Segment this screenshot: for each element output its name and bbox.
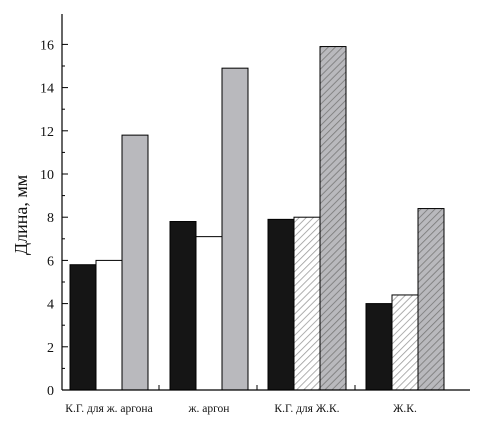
- bar-4-series-3: [417, 208, 445, 391]
- bar-4-series-2: [391, 294, 419, 391]
- bar-2-series-1: [169, 221, 197, 391]
- bar-1-series-1: [69, 264, 97, 391]
- y-tick-label: 0: [47, 384, 54, 399]
- y-tick-label: 8: [47, 211, 54, 226]
- x-category-label: К.Г. для Ж.К.: [274, 403, 339, 415]
- bar-1-series-3: [121, 134, 149, 391]
- bar-4-series-1: [365, 303, 393, 391]
- y-tick-label: 12: [40, 125, 54, 140]
- bar-1-series-2: [95, 259, 123, 391]
- x-category-label: ж. аргон: [188, 403, 230, 415]
- y-tick-label: 2: [47, 341, 54, 356]
- bar-3-series-1: [267, 218, 295, 391]
- y-tick-label: 6: [47, 254, 54, 269]
- y-tick-label: 16: [40, 38, 54, 53]
- bar-2-series-2: [195, 236, 223, 391]
- y-axis-label: Длина, мм: [11, 175, 31, 255]
- x-category-label: Ж.К.: [393, 403, 417, 415]
- y-tick-label: 14: [40, 82, 54, 97]
- bar-3-series-2: [293, 216, 321, 391]
- y-tick-label: 10: [40, 168, 54, 183]
- bars-group: [69, 46, 445, 391]
- axes-group: 0 2 4 6 8 10 12 14 16 К.Г. для ж. аргона ж. аргон К…: [40, 14, 470, 415]
- bar-3-series-3: [319, 46, 347, 391]
- y-tick-label: 4: [47, 298, 54, 313]
- bar-2-series-3: [221, 67, 249, 391]
- x-category-label: К.Г. для ж. аргона: [65, 403, 152, 415]
